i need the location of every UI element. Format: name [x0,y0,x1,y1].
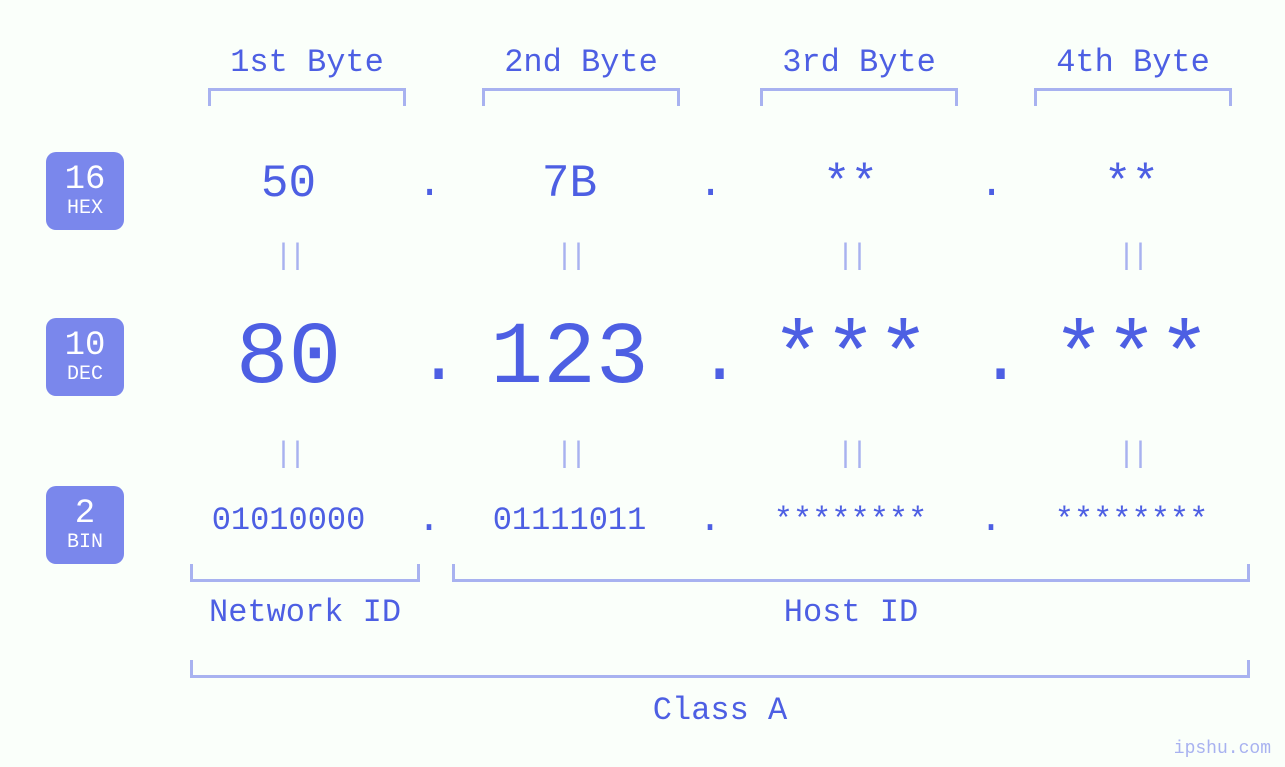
bin-badge-number: 2 [75,497,95,531]
host-id-label: Host ID [452,594,1250,631]
equals-1-2: || [441,240,698,274]
dec-badge-text: DEC [67,365,103,385]
top-bracket-2 [482,88,680,106]
equals-2-1: || [160,438,417,472]
network-id-label: Network ID [190,594,420,631]
top-bracket-4 [1034,88,1232,106]
bin-dot-1: . [417,498,441,543]
bin-row: 01010000 . 01111011 . ******** . *******… [160,498,1260,543]
top-bracket-3 [760,88,958,106]
dec-dot-2: . [698,319,722,401]
dec-byte-2: 123 [441,310,698,409]
bin-byte-2: 01111011 [441,502,698,539]
equals-1-1: || [160,240,417,274]
equals-2-2: || [441,438,698,472]
bin-dot-3: . [979,498,1003,543]
dec-dot-3: . [979,319,1003,401]
hex-byte-3: ** [722,158,979,210]
hex-badge-number: 16 [65,163,106,197]
equals-2-3: || [722,438,979,472]
equals-row-2: || || || || [160,438,1260,472]
hex-dot-1: . [417,160,441,208]
byte-header-3: 3rd Byte [760,44,958,81]
hex-dot-3: . [979,160,1003,208]
equals-row-1: || || || || [160,240,1260,274]
equals-1-4: || [1003,240,1260,274]
top-bracket-1 [208,88,406,106]
hex-dot-2: . [698,160,722,208]
watermark: ipshu.com [1174,739,1271,759]
bin-dot-2: . [698,498,722,543]
dec-row: 80 . 123 . *** . *** [160,310,1260,409]
bin-badge: 2 BIN [46,486,124,564]
equals-1-3: || [722,240,979,274]
dec-badge-number: 10 [65,329,106,363]
hex-badge: 16 HEX [46,152,124,230]
equals-2-4: || [1003,438,1260,472]
byte-header-4: 4th Byte [1034,44,1232,81]
byte-header-2: 2nd Byte [482,44,680,81]
dec-dot-1: . [417,319,441,401]
hex-row: 50 . 7B . ** . ** [160,158,1260,210]
dec-byte-4: *** [1003,310,1260,409]
byte-header-1: 1st Byte [208,44,406,81]
network-id-bracket [190,564,420,582]
host-id-bracket [452,564,1250,582]
bin-byte-4: ******** [1003,502,1260,539]
hex-byte-2: 7B [441,158,698,210]
hex-byte-4: ** [1003,158,1260,210]
hex-badge-text: HEX [67,199,103,219]
dec-badge: 10 DEC [46,318,124,396]
dec-byte-3: *** [722,310,979,409]
bin-byte-3: ******** [722,502,979,539]
bin-badge-text: BIN [67,533,103,553]
class-label: Class A [190,692,1250,729]
hex-byte-1: 50 [160,158,417,210]
ip-address-diagram: 1st Byte 2nd Byte 3rd Byte 4th Byte 16 H… [0,0,1285,767]
bin-byte-1: 01010000 [160,502,417,539]
class-bracket [190,660,1250,678]
dec-byte-1: 80 [160,310,417,409]
